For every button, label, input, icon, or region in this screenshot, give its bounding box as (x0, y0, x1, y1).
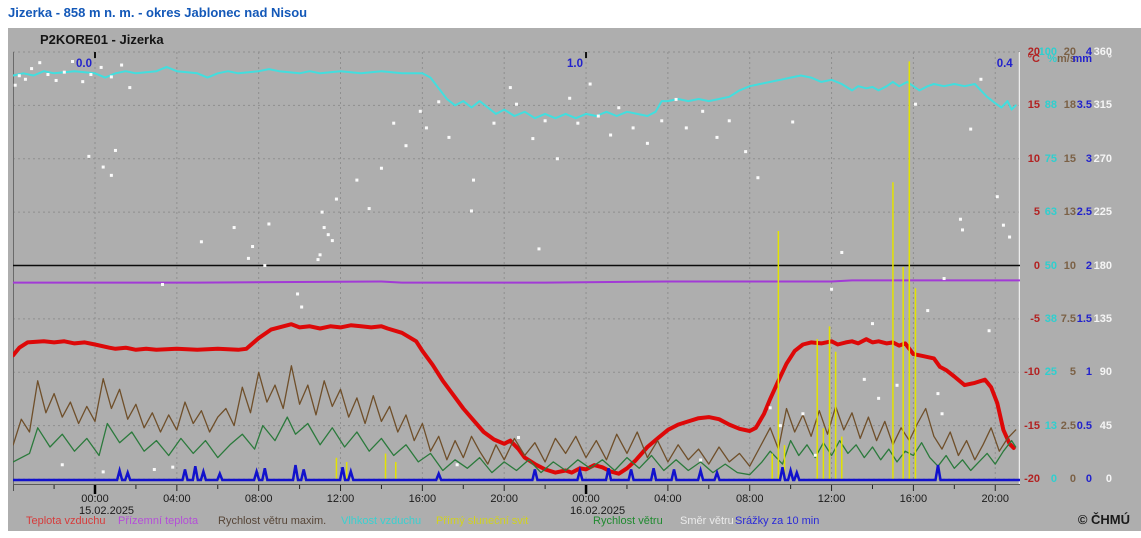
axis-tick-label: 20 (1027, 46, 1040, 58)
axis-tick-label: -10 (1024, 366, 1040, 379)
axis-tick-label: 38 (1044, 312, 1057, 325)
x-axis-label: 12:00 (327, 493, 355, 505)
top-midnight-tick (585, 52, 588, 58)
x-axis-label: 20:00 (981, 493, 1009, 505)
copyright-label: © ČHMÚ (1077, 512, 1130, 527)
legend-item: Přízemní teplota (118, 515, 199, 527)
axis-tick-label: 135 (1093, 312, 1112, 325)
axis-tick-label: 0 (1085, 473, 1092, 485)
axis-unit-ms: m/s (1057, 53, 1076, 65)
axis-tick-label: 360 (1093, 46, 1112, 58)
series-precip (13, 464, 1020, 482)
grid (13, 51, 1020, 480)
station-title: P2KORE01 - Jizerka (40, 32, 164, 47)
axis-tick-label: 1 (1085, 366, 1092, 379)
axis-tick-label: 90 (1099, 366, 1112, 379)
series-hum (13, 65, 1017, 120)
legend-item: Rychlost větru (593, 515, 663, 527)
axis-tick-label: 75 (1044, 152, 1057, 165)
axis-tick-label: 13 (1063, 206, 1076, 219)
axis-tick-label: 7.5 (1060, 312, 1076, 325)
axis-tick-label: 0 (1105, 473, 1112, 485)
legend-item: Vlhkost vzduchu (341, 515, 422, 527)
axis-tick-label: 15 (1027, 99, 1040, 112)
x-axis-label: 08:00 (245, 493, 273, 505)
x-axis-label: 20:00 (490, 493, 518, 505)
x-axis-label: 04:00 (654, 493, 682, 505)
daily-precip-total: 1.0 (567, 58, 583, 70)
axis-tick-label: 25 (1044, 366, 1057, 379)
x-axis-label: 16:00 (900, 493, 928, 505)
x-axis-label: 16:00 (409, 493, 437, 505)
x-axis-date: 16.02.2025 (570, 505, 625, 515)
legend-item: Přímý sluneční svit (436, 515, 529, 527)
right-axis-labels: °C 20 15 10 5 0 -5 -10 -15 -20% 100 88 75 63 50 38 25 13 0… (1020, 28, 1141, 531)
x-axis-label: 12:00 (818, 493, 846, 505)
axis-tick-label: 2 (1085, 259, 1092, 272)
axis-tick-label: 0 (1069, 473, 1076, 485)
daily-precip-total: 0.0 (76, 58, 92, 70)
x-axis-label: 00:00 (572, 493, 600, 505)
axis-tick-label: 45 (1099, 419, 1112, 432)
legend-item: Teplota vzduchu (26, 515, 106, 527)
axis-tick-label: 225 (1093, 206, 1112, 219)
axis-tick-label: 100 (1038, 46, 1057, 58)
axis-tick-label: 10 (1063, 259, 1076, 272)
axis-tick-label: 0 (1050, 473, 1057, 485)
axis-tick-label: 3.5 (1076, 99, 1092, 112)
axis-tick-label: 5 (1033, 206, 1040, 219)
axis-tick-label: 15 (1063, 152, 1076, 165)
axis-unit-mm: mm (1072, 53, 1092, 65)
series-dir (13, 59, 1012, 474)
x-axis-midnight-tick (584, 485, 588, 494)
axis-tick-label: 18 (1063, 99, 1076, 112)
axis-tick-label: 180 (1093, 259, 1112, 272)
axis-tick-label: -15 (1024, 419, 1040, 432)
series-wind (13, 365, 1017, 467)
axis-tick-label: 50 (1044, 259, 1057, 272)
axis-unit-: ° (1107, 53, 1112, 65)
series-temp (13, 322, 1016, 476)
series-sun (335, 61, 917, 480)
chart-legend: Teplota vzduchu Přízemní teplota Rychlost … (8, 515, 1141, 531)
axis-tick-label: 315 (1093, 99, 1112, 112)
chart-panel: P2KORE01 - Jizerka 0.0 1.0 0.4 00:00 15.02.2… (8, 28, 1141, 531)
x-axis-label: 00:00 (81, 493, 109, 505)
legend-item: Srážky za 10 min (735, 515, 820, 527)
daily-precip-total: 0.4 (997, 58, 1014, 70)
series-temp (13, 279, 1020, 284)
axis-tick-label: 4 (1085, 46, 1092, 58)
axis-tick-label: 13 (1044, 419, 1057, 432)
axis-tick-label: 2.5 (1076, 206, 1092, 219)
axis-tick-label: 0 (1033, 259, 1040, 272)
axis-tick-label: 10 (1027, 152, 1040, 165)
x-axis-label: 04:00 (163, 493, 191, 505)
axis-tick-label: 88 (1044, 99, 1057, 112)
axis-tick-label: 270 (1093, 152, 1112, 165)
axis-tick-label: 2.5 (1060, 419, 1076, 432)
axis-unit-C: °C (1027, 53, 1040, 65)
page-title: Jizerka - 858 m n. m. - okres Jablonec n… (8, 5, 308, 20)
legend-item: Směr větru (680, 515, 734, 527)
axis-tick-label: 3 (1085, 152, 1092, 165)
axis-tick-label: 1.5 (1076, 312, 1092, 325)
axis-tick-label: -5 (1030, 312, 1040, 325)
axis-tick-label: 20 (1063, 46, 1076, 58)
axis-tick-label: 63 (1044, 206, 1057, 219)
axis-tick-label: 5 (1069, 366, 1076, 379)
x-axis-midnight-tick (93, 485, 97, 494)
x-axis-date: 15.02.2025 (79, 505, 134, 515)
axis-tick-label: 0.5 (1076, 419, 1092, 432)
x-axis-label: 08:00 (736, 493, 764, 505)
legend-item: Rychlost větru maxim. (218, 515, 327, 527)
axis-unit-: % (1047, 53, 1057, 65)
top-midnight-tick (94, 52, 96, 58)
axis-tick-label: -20 (1024, 473, 1040, 485)
